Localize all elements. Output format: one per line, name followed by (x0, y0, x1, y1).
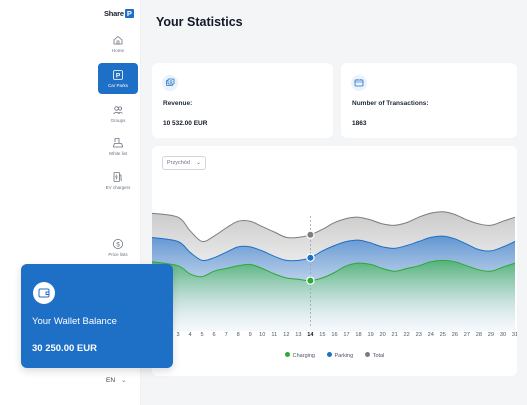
x-tick-label: 19 (367, 332, 373, 338)
sidebar-item-label: Car Parks (107, 83, 128, 88)
wallet-value: 30 250.00 EUR (32, 343, 97, 354)
app-logo[interactable]: Share P (104, 9, 134, 18)
chart-legend: Charging Parking Total (152, 352, 517, 359)
x-tick-label: 31 (512, 332, 517, 338)
language-label: EN (106, 377, 116, 384)
transactions-label: Number of Transactions: (352, 100, 429, 107)
sidebar-item-price-lists[interactable]: $ Price lists (98, 238, 138, 257)
legend-dot (326, 352, 332, 357)
x-tick-label: 6 (213, 332, 216, 338)
x-tick-label: 12 (283, 332, 289, 338)
x-tick-label: 20 (379, 332, 385, 338)
logo-badge: P (124, 9, 134, 18)
sidebar-item-label: Home (111, 48, 124, 53)
point-total[interactable] (306, 230, 315, 239)
x-tick-label: 3 (176, 332, 179, 338)
chart-svg: 3 4 5 6 7 8 9 10 11 12 13 14 15 16 17 18 19 20 21 22 23 24 25 2… (152, 211, 517, 338)
legend-label: Total (372, 352, 385, 359)
legend-dot (284, 352, 290, 357)
home-icon (113, 35, 123, 45)
legend-item-charging[interactable]: Charging (284, 352, 315, 359)
ticket-icon (351, 75, 367, 91)
x-tick-label: 29 (488, 332, 494, 338)
x-tick-label: 5 (201, 332, 204, 338)
legend-item-total[interactable]: Total (364, 352, 385, 359)
cash-icon (162, 75, 178, 91)
x-tick-label: 24 (428, 332, 434, 338)
x-tick-label: 27 (464, 332, 470, 338)
legend-label: Charging (292, 352, 315, 359)
logo-text: Share (104, 9, 124, 18)
x-tick-label: 14 (307, 332, 314, 338)
wallet-icon (33, 282, 55, 304)
dollar-icon: $ (113, 239, 123, 249)
chevron-down-icon: ⌄ (195, 160, 201, 166)
parking-icon: P (113, 70, 123, 80)
x-tick-label: 25 (440, 332, 446, 338)
transactions-card: Number of Transactions: 1863 (341, 63, 517, 138)
line-charging (152, 259, 516, 282)
sidebar-item-home[interactable]: Home (98, 34, 138, 53)
x-tick-label: 10 (259, 332, 265, 338)
x-tick-label: 18 (355, 332, 361, 338)
metric-dropdown-value: Przychód (167, 160, 190, 166)
sidebar-item-groups[interactable]: Groups (98, 104, 138, 123)
area-charging (152, 260, 515, 331)
point-charging[interactable] (306, 276, 315, 285)
sidebar-item-ev-chargers[interactable]: EV chargers (98, 171, 138, 190)
legend-dot (364, 352, 370, 357)
x-tick-label: 17 (343, 332, 349, 338)
line-total (152, 211, 516, 243)
transactions-value: 1863 (352, 120, 367, 127)
line-parking (152, 235, 516, 262)
revenue-label: Revenue: (163, 100, 193, 107)
point-parking[interactable] (306, 253, 315, 262)
x-tick-label: 15 (319, 332, 325, 338)
page-title: Your Statistics (156, 15, 243, 29)
x-tick-label: 30 (500, 332, 506, 338)
x-tick-label: 7 (225, 332, 228, 338)
revenue-value: 10 532.00 EUR (163, 120, 208, 127)
x-tick-label: 4 (188, 332, 191, 338)
users-icon (113, 106, 123, 115)
revenue-card: Revenue: 10 532.00 EUR (152, 63, 333, 138)
x-tick-label: 11 (271, 332, 277, 338)
x-tick-label: 13 (295, 332, 301, 338)
sidebar-item-white-list[interactable]: White list (98, 137, 138, 156)
legend-label: Parking (334, 352, 354, 359)
sidebar-item-label: White list (108, 151, 128, 156)
legend-item-parking[interactable]: Parking (326, 352, 354, 359)
sidebar-item-car-parks[interactable]: P Car Parks (98, 63, 138, 94)
x-tick-label: 9 (249, 332, 252, 338)
language-selector[interactable]: EN ⌄ (106, 376, 126, 384)
metric-dropdown[interactable]: Przychód ⌄ (162, 156, 206, 170)
sidebar-item-label: Price lists (108, 252, 128, 257)
ev-charger-icon (113, 172, 123, 182)
x-tick-label: 26 (452, 332, 458, 338)
x-tick-label: 22 (404, 332, 410, 338)
statistics-chart: 3 4 5 6 7 8 9 10 11 12 13 14 15 16 17 18 19 20 21 22 23 24 25 2… (152, 146, 517, 376)
x-tick-label: 8 (237, 332, 240, 338)
x-tick-label: 21 (392, 332, 398, 338)
whitelist-car-icon (113, 138, 123, 148)
svg-text:$: $ (116, 242, 120, 248)
sidebar-item-label: Groups (110, 118, 126, 123)
sidebar-item-label: EV chargers (105, 185, 131, 190)
wallet-balance-card[interactable]: Your Wallet Balance 30 250.00 EUR (21, 264, 173, 368)
svg-text:P: P (116, 73, 121, 80)
wallet-title: Your Wallet Balance (32, 316, 117, 327)
x-tick-label: 16 (331, 332, 337, 338)
x-tick-label: 28 (476, 332, 482, 338)
chevron-down-icon: ⌄ (121, 377, 127, 384)
x-tick-label: 23 (416, 332, 422, 338)
